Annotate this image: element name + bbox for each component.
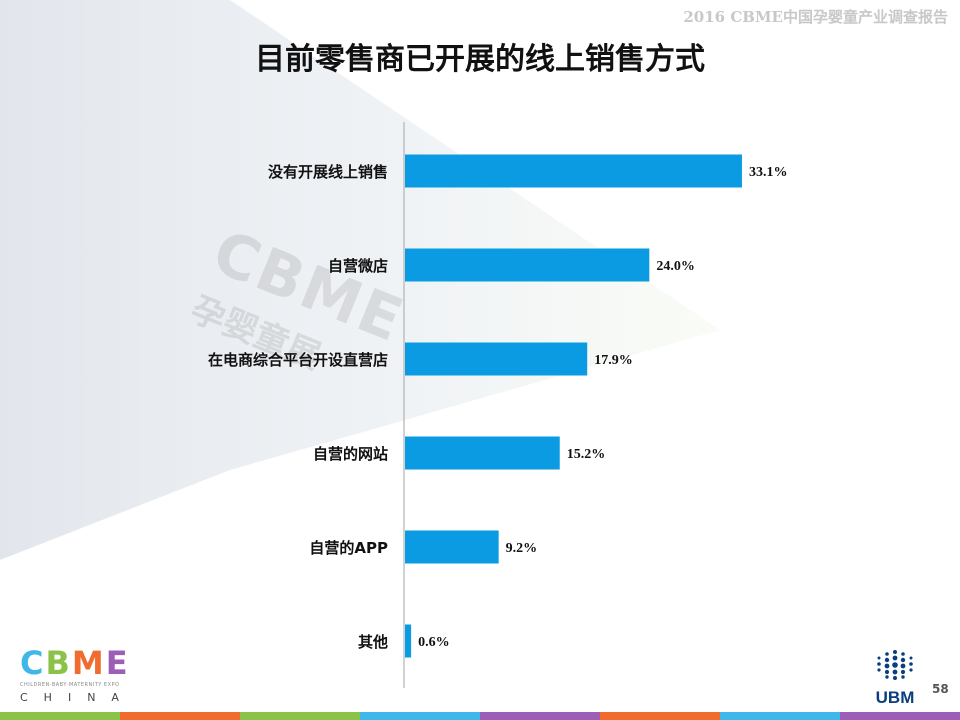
category-label: 自营微店 [328,257,388,275]
category-label: 自营的网站 [313,445,388,463]
category-label: 没有开展线上销售 [268,163,388,181]
bottom-bar-segment [360,712,480,720]
chart-title: 目前零售商已开展的线上销售方式 [255,42,705,77]
cbme-letter: M [71,644,104,682]
category-label: 其他 [358,633,388,651]
bar [405,248,650,282]
cbme-logo-china: CHINA [20,691,135,704]
bottom-bar-segment [600,712,720,720]
ubm-text: UBM [875,688,915,707]
ubm-dots-icon [877,650,913,680]
data-label: 9.2% [506,541,538,556]
report-title: 2016 CBME中国孕婴童产业调查报告 [683,8,948,26]
cbme-letter: C [20,644,44,682]
page-number: 58 [932,682,949,696]
bar [405,154,742,188]
bottom-bar-segment [480,712,600,720]
data-label: 15.2% [567,447,606,462]
bar [405,436,560,470]
bar [405,530,499,564]
data-label: 17.9% [594,353,633,368]
data-label: 33.1% [749,165,788,180]
bottom-bar-segment [720,712,840,720]
cbme-letter: E [105,644,128,682]
category-label: 自营的APP [309,539,388,557]
data-label: 24.0% [656,259,695,274]
cbme-letter: B [45,644,70,682]
ubm-logo: UBM [868,648,922,708]
bottom-bar-segment [0,712,120,720]
bottom-bar-segment [240,712,360,720]
cbme-logo-subtitle: CHILDREN·BABY·MATERNITY EXPO [20,682,120,688]
bar [405,624,412,658]
bottom-bar-segment [840,712,960,720]
bottom-color-bar [0,712,960,720]
data-label: 0.6% [418,635,450,650]
category-label: 在电商综合平台开设直营店 [208,351,388,369]
bar [405,342,588,376]
bottom-bar-segment [120,712,240,720]
